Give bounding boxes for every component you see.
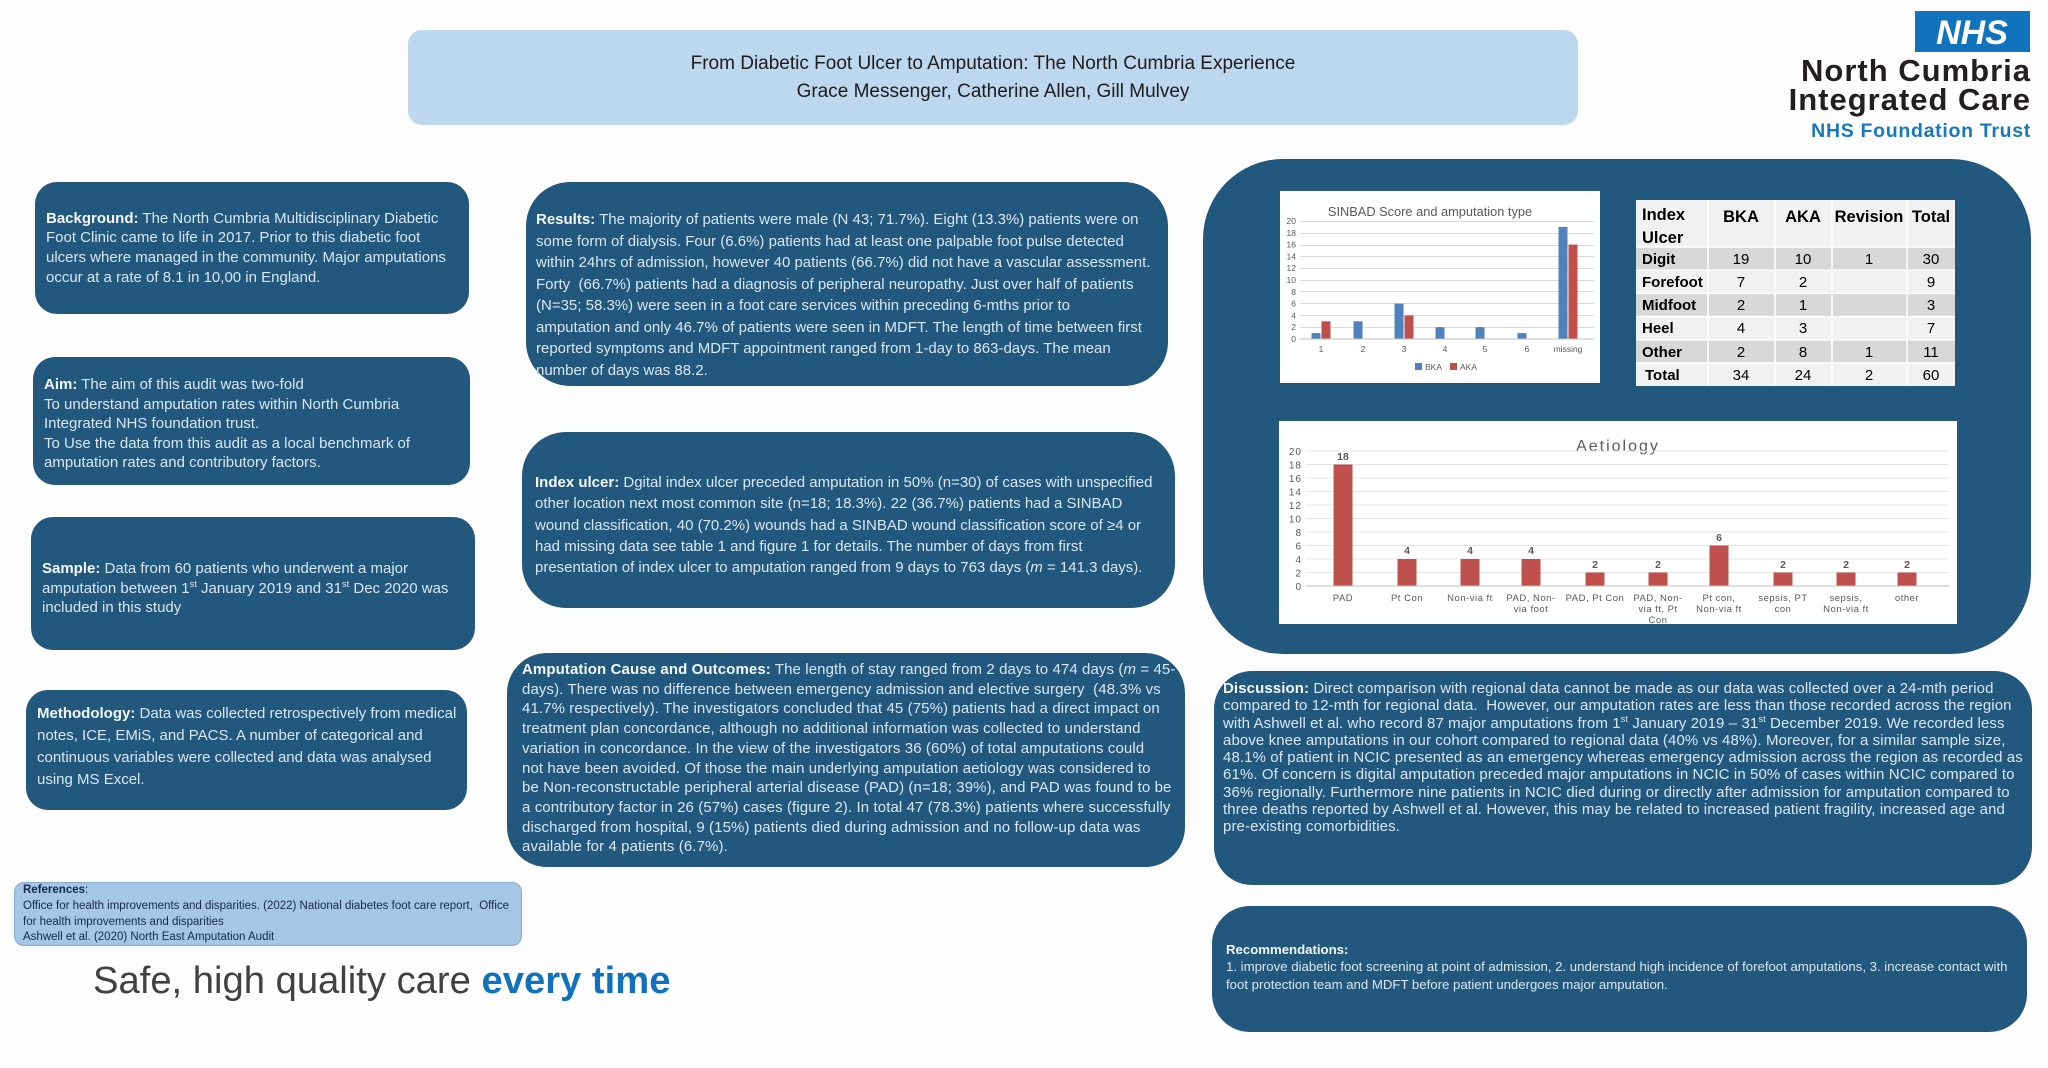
- svg-text:60: 60: [1923, 367, 1940, 384]
- svg-text:via foot: via foot: [1514, 604, 1549, 615]
- svg-text:12: 12: [1287, 263, 1297, 273]
- svg-text:2: 2: [1361, 344, 1366, 354]
- svg-text:19: 19: [1733, 251, 1750, 268]
- svg-text:8: 8: [1799, 344, 1807, 361]
- svg-text:2: 2: [1655, 559, 1661, 571]
- svg-text:3: 3: [1402, 344, 1407, 354]
- svg-text:18: 18: [1337, 451, 1349, 463]
- svg-text:1: 1: [1799, 297, 1807, 314]
- svg-text:10: 10: [1289, 515, 1302, 526]
- svg-text:14: 14: [1287, 251, 1297, 261]
- svg-text:via ft, Pt: via ft, Pt: [1638, 604, 1677, 615]
- svg-text:Total: Total: [1912, 208, 1950, 226]
- svg-text:Other: Other: [1642, 344, 1682, 361]
- svg-text:6: 6: [1295, 542, 1302, 553]
- svg-text:34: 34: [1733, 367, 1750, 384]
- svg-text:5: 5: [1483, 344, 1488, 354]
- svg-text:2: 2: [1865, 367, 1873, 384]
- svg-text:6: 6: [1525, 344, 1530, 354]
- svg-text:2: 2: [1904, 559, 1910, 571]
- svg-text:Revision: Revision: [1835, 208, 1904, 226]
- svg-text:2: 2: [1592, 559, 1598, 571]
- svg-text:BKA: BKA: [1723, 208, 1759, 226]
- svg-text:Non-via ft: Non-via ft: [1823, 604, 1869, 615]
- svg-text:20: 20: [1289, 447, 1302, 458]
- svg-text:2: 2: [1291, 322, 1296, 332]
- svg-text:PAD, Non-: PAD, Non-: [1633, 593, 1682, 604]
- svg-text:8: 8: [1295, 528, 1302, 539]
- svg-text:16: 16: [1287, 240, 1297, 250]
- svg-text:18: 18: [1287, 228, 1297, 238]
- svg-text:Digit: Digit: [1642, 251, 1675, 268]
- svg-text:30: 30: [1923, 251, 1940, 268]
- svg-text:20: 20: [1287, 216, 1297, 226]
- svg-text:2: 2: [1843, 559, 1849, 571]
- svg-text:BKA: BKA: [1425, 362, 1442, 372]
- svg-text:7: 7: [1927, 320, 1935, 337]
- svg-text:12: 12: [1289, 501, 1302, 512]
- svg-text:2: 2: [1737, 297, 1745, 314]
- svg-text:1: 1: [1319, 344, 1324, 354]
- svg-text:AKA: AKA: [1460, 362, 1477, 372]
- svg-text:SINBAD Score and amputation ty: SINBAD Score and amputation type: [1328, 204, 1532, 219]
- svg-text:6: 6: [1291, 299, 1296, 309]
- svg-text:2: 2: [1737, 344, 1745, 361]
- svg-text:sepsis,: sepsis,: [1829, 593, 1862, 604]
- svg-text:AKA: AKA: [1785, 208, 1821, 226]
- svg-text:missing: missing: [1554, 344, 1583, 354]
- svg-text:4: 4: [1291, 310, 1296, 320]
- svg-text:Index: Index: [1642, 206, 1686, 224]
- svg-text:Con: Con: [1649, 615, 1668, 624]
- svg-text:Ulcer: Ulcer: [1642, 229, 1684, 247]
- svg-text:sepsis, PT: sepsis, PT: [1758, 593, 1807, 604]
- svg-text:Aetiology: Aetiology: [1576, 438, 1660, 455]
- svg-text:Pt Con: Pt Con: [1391, 593, 1423, 604]
- svg-text:9: 9: [1927, 274, 1935, 291]
- svg-text:16: 16: [1289, 474, 1302, 485]
- svg-text:Midfoot: Midfoot: [1642, 297, 1696, 314]
- svg-text:4: 4: [1467, 545, 1473, 557]
- svg-text:Heel: Heel: [1642, 320, 1674, 337]
- svg-text:3: 3: [1927, 297, 1935, 314]
- svg-text:4: 4: [1737, 320, 1745, 337]
- svg-text:2: 2: [1780, 559, 1786, 571]
- svg-text:1: 1: [1865, 344, 1873, 361]
- svg-text:0: 0: [1295, 582, 1302, 593]
- svg-text:Non-via ft: Non-via ft: [1696, 604, 1742, 615]
- svg-text:NHS: NHS: [1936, 14, 2008, 52]
- svg-text:Total: Total: [1645, 367, 1680, 384]
- svg-text:4: 4: [1404, 545, 1410, 557]
- svg-text:24: 24: [1795, 367, 1812, 384]
- svg-text:Non-via ft: Non-via ft: [1447, 593, 1493, 604]
- svg-text:0: 0: [1291, 334, 1296, 344]
- svg-text:11: 11: [1923, 344, 1939, 361]
- svg-text:2: 2: [1295, 569, 1302, 580]
- svg-text:Pt con,: Pt con,: [1702, 593, 1735, 604]
- svg-text:2: 2: [1799, 274, 1807, 291]
- svg-text:4: 4: [1528, 545, 1534, 557]
- svg-text:PAD: PAD: [1333, 593, 1353, 604]
- svg-text:7: 7: [1737, 274, 1745, 291]
- svg-text:PAD, Non-: PAD, Non-: [1506, 593, 1555, 604]
- svg-text:8: 8: [1291, 287, 1296, 297]
- svg-text:10: 10: [1795, 251, 1812, 268]
- svg-text:other: other: [1895, 593, 1919, 604]
- svg-text:Forefoot: Forefoot: [1642, 274, 1703, 291]
- svg-text:con: con: [1775, 604, 1792, 615]
- svg-text:4: 4: [1295, 555, 1302, 566]
- svg-text:6: 6: [1716, 532, 1722, 544]
- svg-text:14: 14: [1289, 488, 1302, 499]
- svg-text:3: 3: [1799, 320, 1807, 337]
- svg-text:10: 10: [1287, 275, 1297, 285]
- svg-text:1: 1: [1865, 251, 1873, 268]
- svg-text:4: 4: [1443, 344, 1448, 354]
- svg-text:PAD, Pt Con: PAD, Pt Con: [1566, 593, 1625, 604]
- svg-text:18: 18: [1289, 461, 1302, 472]
